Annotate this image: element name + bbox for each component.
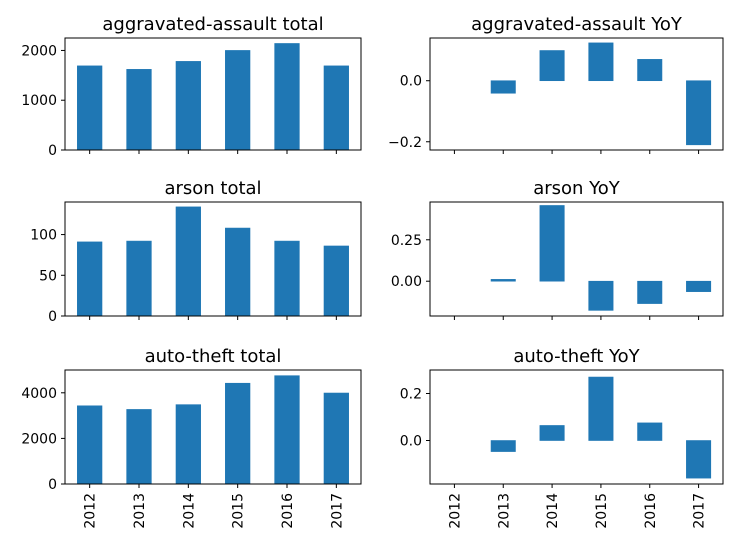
panel-2: aggravated-assault YoY −0.2 0.0 — [388, 14, 724, 154]
bar-2014 — [175, 206, 201, 317]
bar-2017 — [686, 440, 712, 479]
bar-2017 — [323, 392, 349, 485]
axes-frame — [64, 201, 362, 317]
bar-2012 — [77, 405, 103, 485]
bar-2016 — [274, 240, 300, 317]
x-tick-label-2017: 2017 — [692, 493, 708, 529]
bar-2015 — [225, 227, 251, 317]
y-tick-label: 0.2 — [400, 387, 422, 403]
bar-2015 — [588, 280, 614, 311]
bar-2013 — [126, 69, 152, 151]
x-tick-label-2013: 2013 — [132, 493, 148, 529]
bar-2014 — [539, 425, 565, 441]
y-tick-label: −0.2 — [388, 135, 422, 151]
bar-2014 — [539, 205, 565, 282]
bar-2017 — [686, 80, 712, 146]
bar-2016 — [637, 59, 663, 82]
y-tick-label: 100 — [30, 228, 57, 244]
bar-2014 — [175, 404, 201, 485]
y-tick-label: 50 — [39, 268, 57, 284]
panel-title: auto-theft YoY — [513, 346, 640, 367]
y-tick-label: 4000 — [21, 386, 57, 402]
y-tick-label: 1000 — [21, 93, 57, 109]
bar-2017 — [686, 280, 712, 292]
bar-2016 — [274, 43, 300, 151]
bar-2015 — [225, 382, 251, 485]
bar-2012 — [77, 65, 103, 151]
x-tick-label-2017: 2017 — [329, 493, 345, 529]
x-tick-label-2016: 2016 — [280, 493, 296, 529]
bar-2014 — [175, 61, 201, 151]
bar-2013 — [126, 240, 152, 317]
bar-2014 — [539, 50, 565, 82]
x-tick-label-2012: 2012 — [83, 493, 99, 529]
panel-title: arson total — [164, 178, 261, 199]
y-tick-label: 2000 — [21, 431, 57, 447]
bar-2016 — [637, 280, 663, 304]
panel-6: auto-theft YoY 0.0 0.2 2012 2013 2014 2015 2016… — [400, 346, 724, 529]
y-tick-label: 2000 — [21, 43, 57, 59]
y-tick-label: 0.00 — [391, 274, 422, 290]
bar-2013 — [126, 409, 152, 485]
y-tick-label: 0.25 — [391, 233, 422, 249]
bar-2016 — [274, 375, 300, 485]
axes-frame — [64, 37, 362, 151]
x-tick-label-2013: 2013 — [496, 493, 512, 529]
panel-4: arson YoY 0.00 0.25 — [391, 178, 724, 320]
bar-2012 — [77, 241, 103, 317]
x-tick-label-2015: 2015 — [231, 493, 247, 529]
bar-2017 — [323, 245, 349, 317]
x-tick-label-2014: 2014 — [545, 493, 561, 529]
panel-5: auto-theft total 0 2000 4000 2012 2013 2014 201… — [21, 346, 362, 529]
y-tick-label: 0 — [48, 477, 57, 493]
x-tick-label-2012: 2012 — [447, 493, 463, 529]
y-tick-label: 0 — [48, 143, 57, 159]
y-tick-label: 0.0 — [400, 74, 422, 90]
axes-frame — [429, 369, 724, 485]
axes-frame — [429, 201, 724, 317]
bar-2013 — [490, 440, 516, 452]
x-tick-label-2014: 2014 — [181, 493, 197, 529]
y-tick-label: 0 — [48, 309, 57, 325]
y-tick-label: 0.0 — [400, 434, 422, 450]
panel-1: aggravated-assault total 0 1000 2000 — [21, 14, 362, 159]
axes-frame — [64, 369, 362, 485]
panel-title: auto-theft total — [145, 346, 282, 367]
panel-3: arson total 0 50 100 — [30, 178, 362, 325]
x-tick-label-2016: 2016 — [643, 493, 659, 529]
bar-2016 — [637, 422, 663, 441]
panel-title: aggravated-assault YoY — [471, 14, 683, 35]
panel-title: arson YoY — [533, 178, 621, 199]
bar-2013 — [490, 279, 516, 282]
x-tick-label-2015: 2015 — [594, 493, 610, 529]
bar-2017 — [323, 65, 349, 151]
bar-2013 — [490, 80, 516, 94]
axes-frame — [429, 37, 724, 151]
panel-title: aggravated-assault total — [102, 14, 323, 35]
bar-2015 — [588, 42, 614, 82]
bar-2015 — [225, 50, 251, 151]
bar-2015 — [588, 376, 614, 441]
